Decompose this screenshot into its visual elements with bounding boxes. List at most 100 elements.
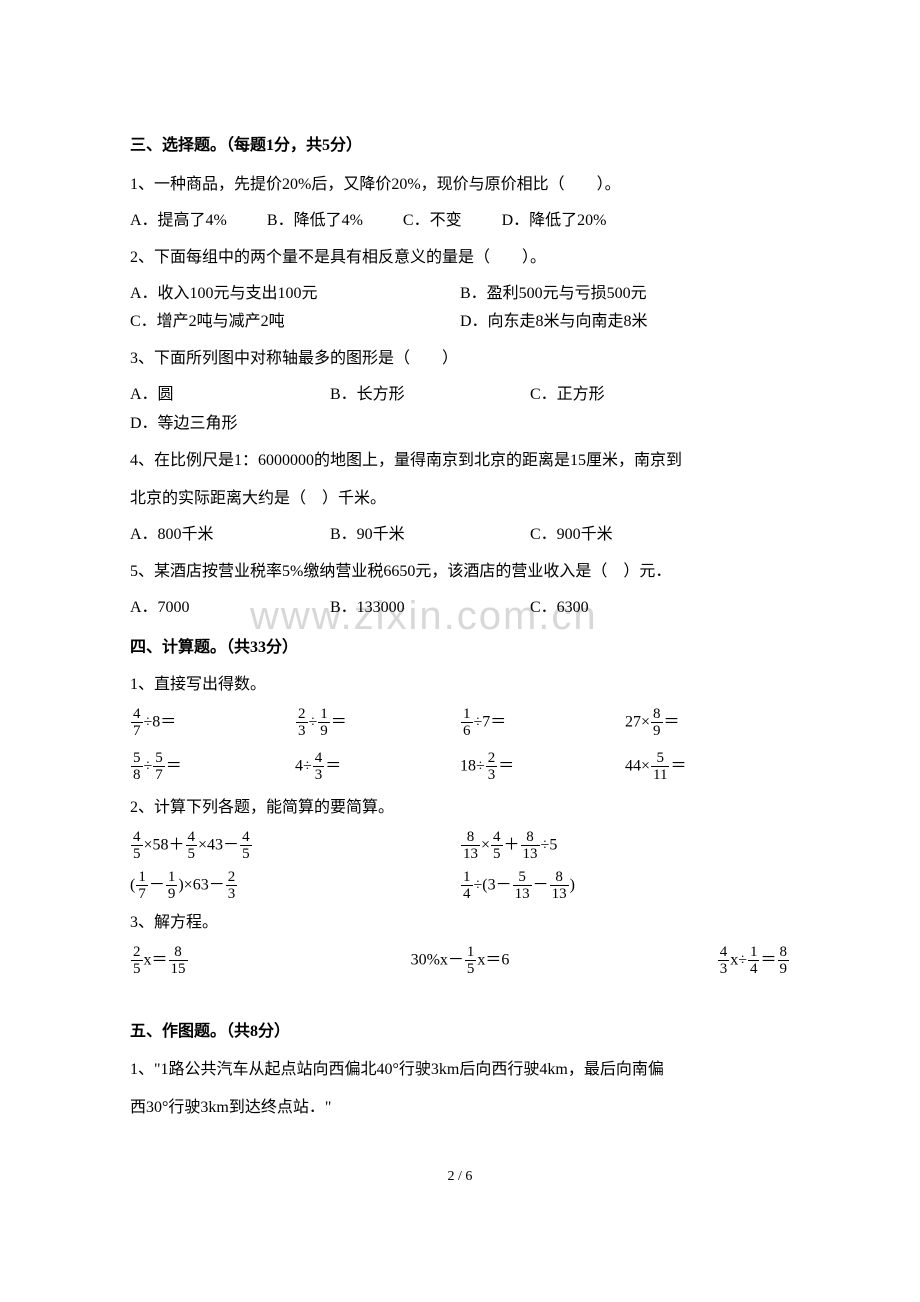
frac-den: 6 [461, 723, 473, 740]
frac-den: 13 [550, 886, 569, 903]
page-content: 三、选择题。（每题1分，共5分） 1、一种商品，先提价20%后，又降价20%，现… [130, 132, 790, 1190]
page-number: 2 / 6 [130, 1164, 790, 1189]
op-text: ÷ [309, 714, 318, 731]
op-text: 18÷ [460, 758, 485, 775]
frac-den: 5 [131, 846, 143, 863]
frac-num: 8 [461, 829, 480, 847]
op-text: － [533, 876, 549, 893]
frac-num: 8 [550, 869, 569, 887]
s4-p1-r1-c4: 27×89＝ [625, 706, 790, 740]
frac-num: 8 [521, 829, 540, 847]
q3-5-opt-b: B．133000 [330, 594, 530, 623]
q3-2-opt-d: D．向东走8米与向南走8米 [460, 308, 790, 337]
frac-num: 5 [513, 869, 532, 887]
frac-den: 3 [313, 767, 325, 784]
frac-num: 1 [318, 706, 330, 724]
frac-num: 4 [240, 829, 252, 847]
q3-1-opt-d: D．降低了20% [502, 207, 607, 236]
s4-p1-r1-c3: 16÷7＝ [460, 706, 625, 740]
section3-title: 三、选择题。（每题1分，共5分） [130, 132, 790, 161]
frac-num: 5 [651, 750, 669, 768]
section5-title: 五、作图题。（共8分） [130, 1018, 790, 1047]
op-text: x÷ [730, 951, 747, 968]
frac-den: 8 [131, 767, 143, 784]
q3-1-text: 1、一种商品，先提价20%后，又降价20%，现价与原价相比（ ）。 [130, 169, 790, 201]
frac-num: 8 [651, 706, 663, 724]
op-text: ＝ [325, 758, 341, 775]
q3-1-opt-b: B．降低了4% [267, 207, 363, 236]
op-text: × [481, 836, 490, 853]
q3-3-opt-c: C．正方形 [530, 381, 690, 410]
q3-4-opt-a: A．800千米 [130, 521, 330, 550]
frac-den: 3 [226, 886, 238, 903]
op-text: ＝ [498, 758, 514, 775]
frac-num: 4 [186, 829, 198, 847]
s4-p1-r2-c1: 58÷57＝ [130, 750, 295, 784]
frac-den: 9 [778, 961, 790, 978]
section4-title: 四、计算题。（共33分） [130, 634, 790, 663]
op-text: ＋ [504, 836, 520, 853]
op-text: 27× [625, 714, 650, 731]
q3-5-options: A．7000 B．133000 C．6300 [130, 594, 790, 623]
q3-2-options: A．收入100元与支出100元 B．盈利500元与亏损500元 C．增产2吨与减… [130, 280, 790, 338]
op-text: ×58＋ [144, 836, 185, 853]
s4-p1-r2-c2: 4÷43＝ [295, 750, 460, 784]
frac-den: 5 [465, 961, 477, 978]
q3-2-opt-a: A．收入100元与支出100元 [130, 280, 460, 309]
frac-num: 1 [461, 869, 473, 887]
frac-num: 8 [778, 944, 790, 962]
q3-1-opt-c: C．不变 [403, 207, 462, 236]
op-text: ÷ [144, 758, 153, 775]
frac-den: 5 [131, 961, 143, 978]
op-text: ÷8＝ [144, 714, 177, 731]
q3-3-text: 3、下面所列图中对称轴最多的图形是（ ） [130, 343, 790, 375]
s5-q1-line2: 西30°行驶3km到达终点站．" [130, 1092, 790, 1124]
frac-den: 5 [240, 846, 252, 863]
s4-p1-row2: 58÷57＝ 4÷43＝ 18÷23＝ 44×511＝ [130, 750, 790, 784]
frac-num: 4 [718, 944, 730, 962]
frac-num: 1 [461, 706, 473, 724]
q3-5-opt-a: A．7000 [130, 594, 330, 623]
frac-num: 4 [131, 706, 143, 724]
frac-den: 13 [521, 846, 540, 863]
frac-den: 3 [486, 767, 498, 784]
frac-num: 5 [153, 750, 165, 768]
q3-1-opt-a: A．提高了4% [130, 207, 227, 236]
frac-den: 15 [169, 961, 188, 978]
frac-num: 1 [166, 869, 178, 887]
op-text: 30%x－ [411, 951, 464, 968]
frac-den: 9 [651, 723, 663, 740]
frac-den: 5 [491, 846, 503, 863]
op-text: ＝ [760, 951, 776, 968]
frac-num: 2 [486, 750, 498, 768]
s4-p1-r2-c3: 18÷23＝ [460, 750, 625, 784]
s4-p3-c3: 43x÷14＝89 [570, 944, 790, 978]
frac-den: 13 [513, 886, 532, 903]
q3-4-opt-b: B．90千米 [330, 521, 530, 550]
frac-num: 4 [131, 829, 143, 847]
frac-den: 7 [136, 886, 148, 903]
frac-den: 9 [318, 723, 330, 740]
s4-p1-r1-c1: 47÷8＝ [130, 706, 295, 740]
op-text: x＝6 [477, 951, 509, 968]
frac-num: 1 [748, 944, 760, 962]
frac-num: 4 [313, 750, 325, 768]
s4-p2-label: 2、计算下列各题，能简算的要简算。 [130, 794, 790, 823]
q3-4-text2: 北京的实际距离大约是（ ）千米。 [130, 483, 790, 515]
op-text: ) [570, 876, 575, 893]
s4-p3-row: 25x＝815 30%x－15x＝6 43x÷14＝89 [130, 944, 790, 978]
frac-num: 4 [491, 829, 503, 847]
frac-den: 3 [718, 961, 730, 978]
op-text: ÷7＝ [474, 714, 507, 731]
s4-p2-row2: (17－19)×63－23 14÷(3－513－813) [130, 869, 790, 903]
frac-den: 11 [651, 767, 669, 784]
q3-5-text: 5、某酒店按营业税率5%缴纳营业税6650元，该酒店的营业收入是（ ）元． [130, 556, 790, 588]
s4-p1-row1: 47÷8＝ 23÷19＝ 16÷7＝ 27×89＝ [130, 706, 790, 740]
frac-den: 3 [296, 723, 308, 740]
s4-p1-r2-c4: 44×511＝ [625, 750, 790, 784]
frac-num: 8 [169, 944, 188, 962]
frac-den: 4 [461, 886, 473, 903]
frac-den: 13 [461, 846, 480, 863]
op-text: x＝ [144, 951, 168, 968]
q3-3-opt-b: B．长方形 [330, 381, 490, 410]
